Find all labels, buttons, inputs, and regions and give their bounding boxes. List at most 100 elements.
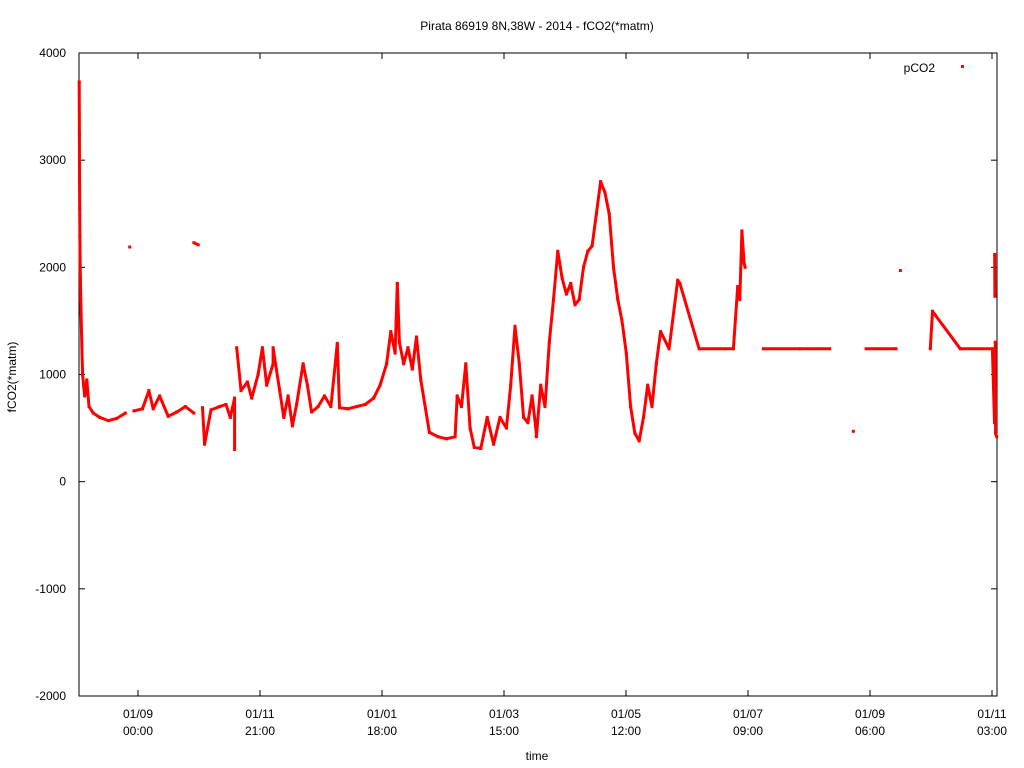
data-point <box>301 362 305 366</box>
data-point <box>738 298 742 301</box>
x-axis-label: time <box>526 749 549 763</box>
data-point <box>513 324 517 328</box>
data-point <box>201 406 204 410</box>
data-point <box>271 346 275 350</box>
data-point <box>534 435 538 439</box>
data-point <box>265 383 269 387</box>
x-tick-label-date: 01/01 <box>367 707 397 721</box>
data-point <box>633 431 637 435</box>
x-tick-label-date: 01/05 <box>611 707 641 721</box>
data-point <box>218 405 222 409</box>
data-point <box>286 394 290 398</box>
data-point <box>740 229 744 233</box>
data-point <box>355 405 359 409</box>
data-point <box>547 340 551 344</box>
data-point <box>295 403 299 406</box>
x-tick-label-time: 15:00 <box>489 724 519 738</box>
data-point <box>115 416 119 420</box>
data-point <box>316 405 320 409</box>
data-point <box>402 362 406 366</box>
data-point <box>192 411 196 415</box>
data-point <box>577 298 581 301</box>
data-point <box>397 340 401 344</box>
data-point <box>761 347 765 351</box>
data-point <box>678 281 682 285</box>
data-point <box>990 347 994 351</box>
y-tick-label: -2000 <box>35 689 66 703</box>
data-point <box>654 362 658 366</box>
data-point <box>224 403 228 406</box>
data-point <box>526 421 530 425</box>
data-point <box>79 298 83 301</box>
data-point <box>659 330 663 334</box>
data-point <box>894 347 898 351</box>
data-point <box>378 383 382 387</box>
data-point <box>453 435 457 439</box>
y-axis: -2000 -1000 0 1000 2000 3000 4000 <box>35 46 997 703</box>
data-point <box>80 351 84 355</box>
data-point <box>77 80 81 84</box>
data-point <box>245 380 249 384</box>
data-point <box>676 278 680 282</box>
data-point <box>147 389 151 393</box>
data-point <box>141 407 144 411</box>
data-point <box>80 330 83 334</box>
y-tick-label: 3000 <box>39 153 66 167</box>
data-point <box>564 292 568 296</box>
data-point <box>460 405 463 409</box>
data-point <box>81 373 85 376</box>
data-point <box>928 347 932 351</box>
data-point <box>338 406 341 410</box>
data-point <box>203 442 207 446</box>
data-point <box>78 234 82 238</box>
data-point <box>828 347 832 351</box>
data-point <box>123 411 127 415</box>
x-tick-label-date: 01/09 <box>855 707 885 721</box>
data-point <box>83 394 87 398</box>
data-point <box>158 394 162 398</box>
data-point <box>372 396 376 400</box>
data-point <box>82 383 86 387</box>
data-point <box>994 431 998 435</box>
data-point <box>335 341 339 345</box>
data-point <box>393 351 397 355</box>
x-tick-label-time: 21:00 <box>245 724 275 738</box>
data-point <box>573 303 577 307</box>
data-point <box>851 429 855 433</box>
data-point <box>419 378 423 382</box>
data-point <box>233 396 237 400</box>
legend-marker-pco2 <box>961 65 964 68</box>
data-point <box>235 346 239 350</box>
data-point <box>91 411 95 415</box>
data-point <box>166 414 170 418</box>
data-point <box>464 362 468 366</box>
data-point <box>594 212 598 216</box>
data-point <box>731 347 735 351</box>
data-point <box>239 389 243 393</box>
data-point <box>389 330 393 334</box>
data-point <box>993 373 997 376</box>
data-point <box>993 253 997 256</box>
data-point <box>78 257 82 261</box>
data-point <box>106 419 110 423</box>
data-point <box>624 351 628 355</box>
data-point <box>278 388 281 391</box>
data-point <box>78 173 81 177</box>
data-point <box>209 408 213 412</box>
data-point <box>98 415 102 419</box>
data-point <box>87 405 91 409</box>
data-point <box>233 448 237 451</box>
data-point <box>798 347 802 351</box>
data-point <box>552 298 555 301</box>
data-point <box>445 437 448 441</box>
data-point <box>196 243 200 247</box>
legend-label-pco2: pCO2 <box>904 61 936 75</box>
data-point <box>504 426 508 430</box>
y-tick-label: 0 <box>59 475 66 489</box>
data-point <box>498 415 502 419</box>
data-point <box>415 335 418 339</box>
data-point <box>363 403 367 406</box>
data-point <box>620 319 624 323</box>
data-point <box>346 407 350 411</box>
